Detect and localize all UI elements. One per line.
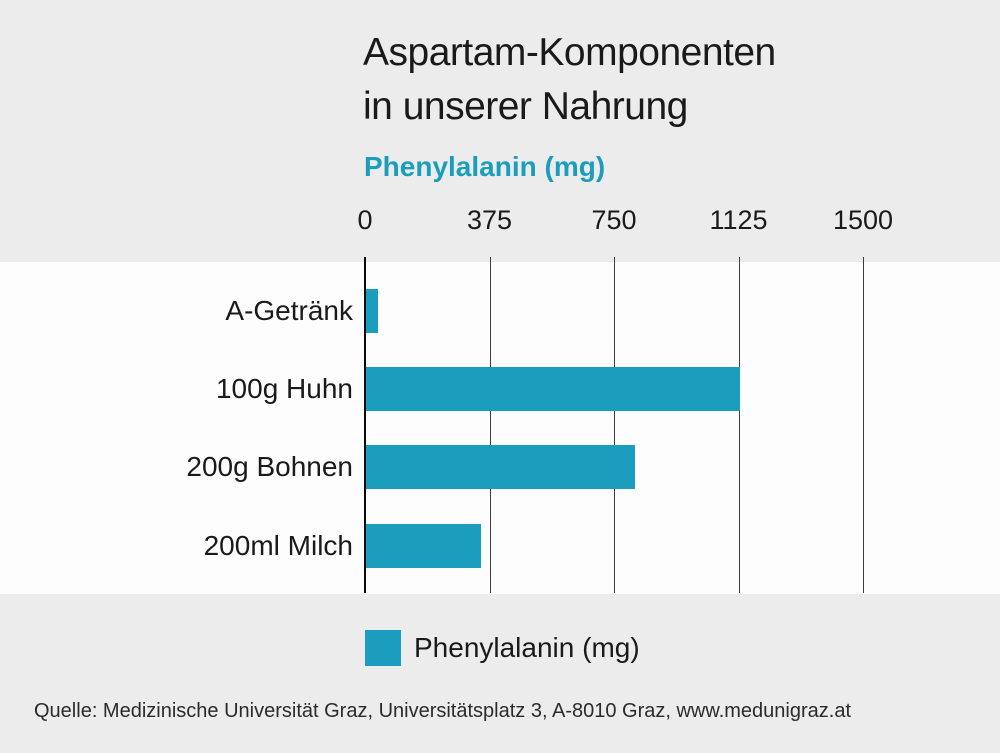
bar: [366, 523, 481, 568]
category-label: 200g Bohnen: [186, 451, 353, 483]
legend-swatch: [365, 630, 401, 666]
bar-series: [366, 262, 864, 594]
legend-label: Phenylalanin (mg): [414, 632, 640, 663]
x-gridlines: [364, 257, 864, 593]
x-tick-label: 1500: [832, 205, 894, 235]
x-tick-label: 750: [591, 205, 637, 235]
category-label: 100g Huhn: [215, 373, 353, 405]
bar: [366, 289, 378, 333]
chart-title: Aspartam-Komponenten in unserer Nahrung: [363, 26, 776, 134]
x-tick-label: 0: [357, 205, 373, 235]
source-note: Quelle: Medizinische Universität Graz, U…: [34, 700, 852, 722]
chart-title-line2: in unserer Nahrung: [363, 85, 688, 128]
bar: [366, 445, 635, 490]
gridline-375: [489, 257, 491, 593]
plot-background: [0, 262, 1000, 594]
category-axis-labels: A-Getränk 100g Huhn 200g Bohnen 200ml Milch: [0, 262, 353, 594]
category-label: A-Getränk: [225, 295, 353, 326]
x-tick-label: 375: [466, 205, 513, 235]
chart-subtitle: Phenylalanin (mg): [364, 151, 606, 182]
x-tick-label: 1125: [709, 205, 768, 235]
gridline-750: [614, 257, 615, 593]
gridline-1500: [863, 257, 864, 593]
gridline-0: [364, 257, 366, 593]
category-label: 200ml Milch: [203, 529, 353, 561]
legend: Phenylalanin (mg): [365, 630, 640, 666]
gridline-1125: [738, 257, 740, 593]
bar: [366, 367, 740, 412]
x-axis-tick-labels: 0 375 750 1125 1500: [357, 205, 893, 237]
chart-title-line1: Aspartam-Komponenten: [363, 31, 776, 74]
